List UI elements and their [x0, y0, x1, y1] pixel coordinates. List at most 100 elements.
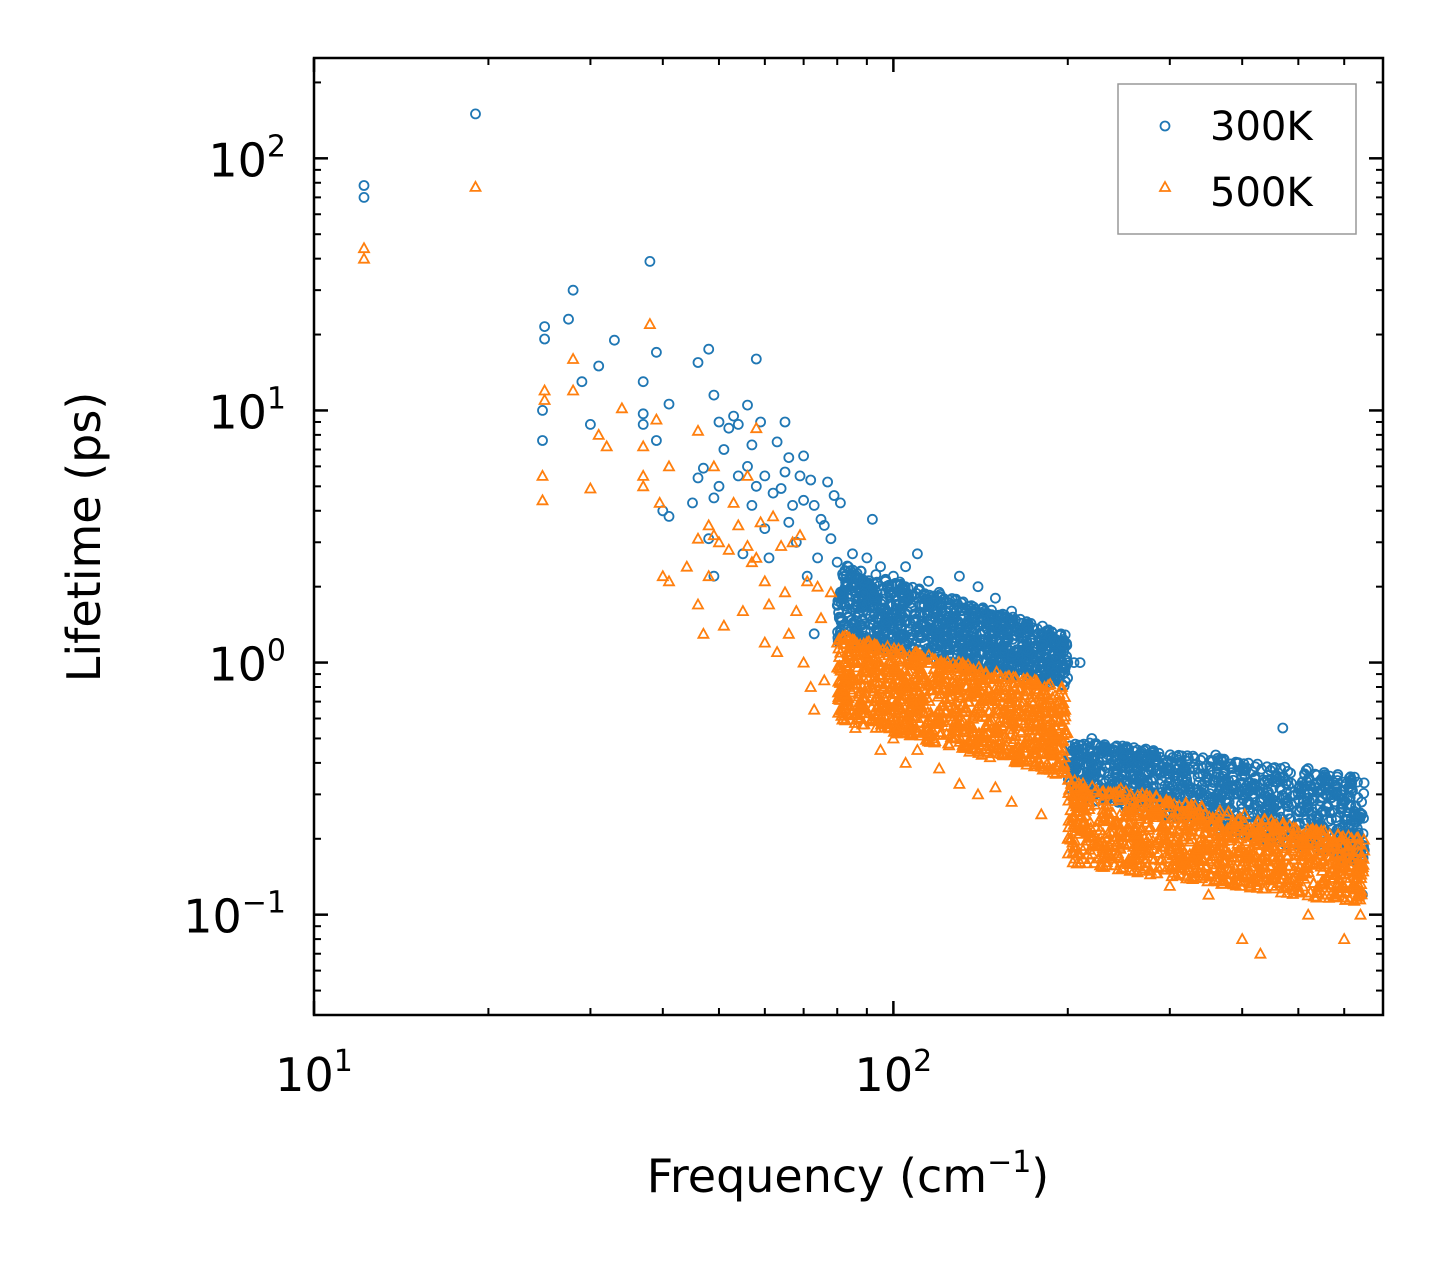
band-point: [954, 715, 969, 728]
band-point: [1113, 793, 1127, 805]
band-point: [964, 633, 976, 645]
data-point: [1301, 907, 1315, 920]
data-point: [789, 604, 803, 616]
series-500k: [357, 180, 1371, 959]
band-point: [1211, 822, 1225, 835]
data-point: [1321, 789, 1333, 800]
data-point: [811, 579, 825, 592]
band-point: [837, 676, 851, 689]
band-point: [1020, 671, 1034, 684]
data-point: [817, 673, 831, 686]
band-point: [1226, 875, 1240, 888]
band-point: [1045, 736, 1059, 749]
band-point: [967, 636, 978, 648]
data-point: [692, 357, 704, 368]
data-point: [732, 418, 744, 430]
data-point: [537, 435, 548, 446]
band-point: [1297, 864, 1311, 877]
band-point: [1262, 840, 1276, 852]
band-point: [1006, 676, 1020, 689]
band-point: [1348, 865, 1362, 878]
band-point: [1021, 752, 1035, 765]
data-point: [736, 604, 750, 616]
band-point: [867, 670, 881, 683]
band-point: [1161, 851, 1175, 864]
band-point: [1147, 852, 1161, 865]
data-point: [537, 404, 548, 416]
band-point: [1250, 878, 1264, 890]
band-point: [1025, 717, 1039, 730]
band-point: [1099, 766, 1110, 778]
band-point: [895, 688, 909, 701]
band-point: [1026, 696, 1040, 709]
band-point: [1242, 864, 1256, 876]
band-point: [930, 676, 944, 688]
data-point: [910, 743, 924, 755]
band-point: [1258, 812, 1272, 825]
band-point: [957, 661, 971, 673]
data-point: [637, 418, 649, 430]
band-point: [1186, 817, 1200, 830]
band-point: [1156, 818, 1170, 831]
band-point: [1279, 761, 1291, 773]
data-point: [932, 761, 946, 774]
band-point: [1048, 688, 1062, 701]
band-point: [934, 725, 948, 738]
band-point: [867, 582, 879, 593]
band-point: [1320, 772, 1332, 784]
band-point: [1285, 871, 1300, 884]
band-point: [993, 742, 1008, 755]
band-point: [1015, 708, 1029, 721]
band-point: [1062, 772, 1076, 784]
band-point: [1321, 801, 1332, 813]
band-point: [1214, 855, 1228, 868]
band-point: [1048, 667, 1060, 679]
data-point: [732, 470, 744, 482]
band-point: [1313, 813, 1324, 824]
data-point: [867, 513, 878, 525]
band-point: [1135, 794, 1149, 807]
data-point: [680, 559, 694, 572]
band-point: [970, 610, 982, 622]
band-point: [890, 604, 901, 615]
data-point: [644, 255, 656, 267]
band-point: [1243, 880, 1257, 893]
band-point: [1139, 750, 1150, 761]
band-point: [1110, 768, 1121, 780]
data-point: [808, 628, 820, 640]
data-point: [727, 496, 741, 508]
band-point: [908, 645, 922, 658]
band-point: [865, 626, 876, 638]
data-point: [771, 436, 783, 448]
band-point: [943, 661, 958, 674]
band-point: [1294, 885, 1308, 898]
band-point: [870, 569, 882, 580]
band-point: [998, 641, 1009, 652]
data-point: [539, 321, 550, 333]
band-point: [1238, 807, 1252, 820]
band-point: [1241, 780, 1253, 792]
band-point: [1199, 869, 1213, 881]
band-point: [1166, 822, 1180, 835]
band-point: [892, 619, 904, 631]
band-point: [1114, 827, 1128, 840]
band-point: [1076, 740, 1087, 751]
band-point: [1057, 712, 1071, 725]
band-point: [1269, 817, 1283, 830]
band-point: [895, 692, 909, 705]
band-point: [884, 714, 898, 727]
band-point: [931, 717, 945, 729]
band-point: [845, 597, 856, 609]
band-point: [1131, 865, 1145, 878]
data-point: [899, 756, 913, 768]
band-point: [1213, 775, 1224, 787]
band-point: [1258, 867, 1272, 879]
band-point: [933, 715, 947, 727]
data-point: [566, 383, 580, 396]
band-point: [1243, 876, 1257, 889]
band-point: [1028, 672, 1042, 685]
data-point: [696, 626, 710, 639]
band-point: [1266, 827, 1280, 840]
band-point: [1271, 876, 1285, 888]
band-point: [1335, 856, 1349, 869]
